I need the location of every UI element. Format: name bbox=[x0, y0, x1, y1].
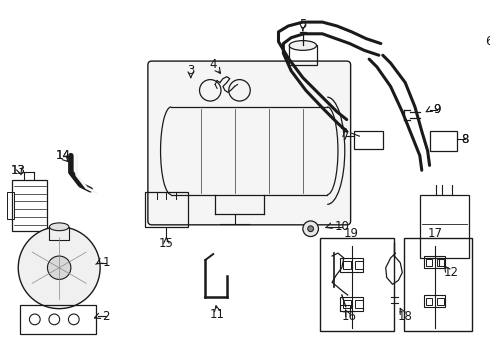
Circle shape bbox=[48, 256, 71, 279]
Bar bbox=[49, 227, 69, 240]
Text: 8: 8 bbox=[461, 132, 468, 145]
Text: 3: 3 bbox=[187, 64, 195, 77]
Bar bbox=[343, 300, 351, 308]
Bar bbox=[340, 258, 363, 272]
Text: 15: 15 bbox=[159, 237, 174, 250]
Text: 17: 17 bbox=[428, 227, 443, 240]
Text: 13: 13 bbox=[11, 164, 25, 177]
Bar bbox=[426, 298, 433, 305]
Bar bbox=[424, 256, 445, 268]
Circle shape bbox=[29, 314, 40, 325]
Bar bbox=[145, 192, 188, 227]
Bar bbox=[289, 45, 317, 65]
Text: 7: 7 bbox=[342, 130, 349, 143]
Text: 14: 14 bbox=[55, 149, 71, 162]
Bar bbox=[320, 238, 393, 331]
Bar bbox=[343, 261, 351, 269]
FancyBboxPatch shape bbox=[148, 61, 351, 225]
Circle shape bbox=[18, 227, 100, 309]
Text: 14: 14 bbox=[55, 149, 71, 162]
Text: 16: 16 bbox=[342, 310, 357, 323]
Text: 2: 2 bbox=[102, 310, 110, 323]
Bar bbox=[355, 300, 363, 308]
Text: 11: 11 bbox=[210, 308, 224, 321]
Bar bbox=[355, 261, 363, 269]
Bar bbox=[354, 131, 383, 149]
Circle shape bbox=[69, 314, 79, 325]
Text: 19: 19 bbox=[344, 227, 359, 240]
Bar bbox=[430, 131, 457, 151]
Text: 6: 6 bbox=[485, 35, 490, 48]
Text: 10: 10 bbox=[334, 220, 349, 233]
Text: 8: 8 bbox=[461, 132, 468, 145]
Bar bbox=[438, 298, 444, 305]
Bar bbox=[340, 305, 350, 311]
Circle shape bbox=[308, 226, 314, 232]
Text: 9: 9 bbox=[434, 103, 441, 116]
Bar bbox=[426, 259, 433, 266]
Text: 18: 18 bbox=[398, 310, 413, 323]
Text: 9: 9 bbox=[434, 103, 441, 116]
Bar bbox=[12, 180, 48, 231]
Circle shape bbox=[199, 80, 221, 101]
Bar bbox=[424, 295, 445, 307]
Bar bbox=[438, 259, 444, 266]
Bar bbox=[340, 297, 363, 311]
Bar bbox=[20, 305, 96, 334]
Text: 4: 4 bbox=[209, 58, 217, 72]
Text: 5: 5 bbox=[299, 18, 307, 31]
Text: 13: 13 bbox=[11, 164, 25, 177]
Circle shape bbox=[49, 314, 60, 325]
Bar bbox=[480, 59, 490, 71]
Ellipse shape bbox=[289, 41, 317, 50]
Ellipse shape bbox=[49, 223, 69, 231]
Bar bbox=[404, 238, 472, 331]
Text: 12: 12 bbox=[443, 266, 459, 279]
Bar bbox=[420, 195, 468, 258]
Text: 7: 7 bbox=[340, 127, 347, 140]
Bar bbox=[6, 192, 14, 219]
Circle shape bbox=[229, 80, 250, 101]
Circle shape bbox=[303, 221, 318, 237]
Text: 1: 1 bbox=[102, 256, 110, 269]
